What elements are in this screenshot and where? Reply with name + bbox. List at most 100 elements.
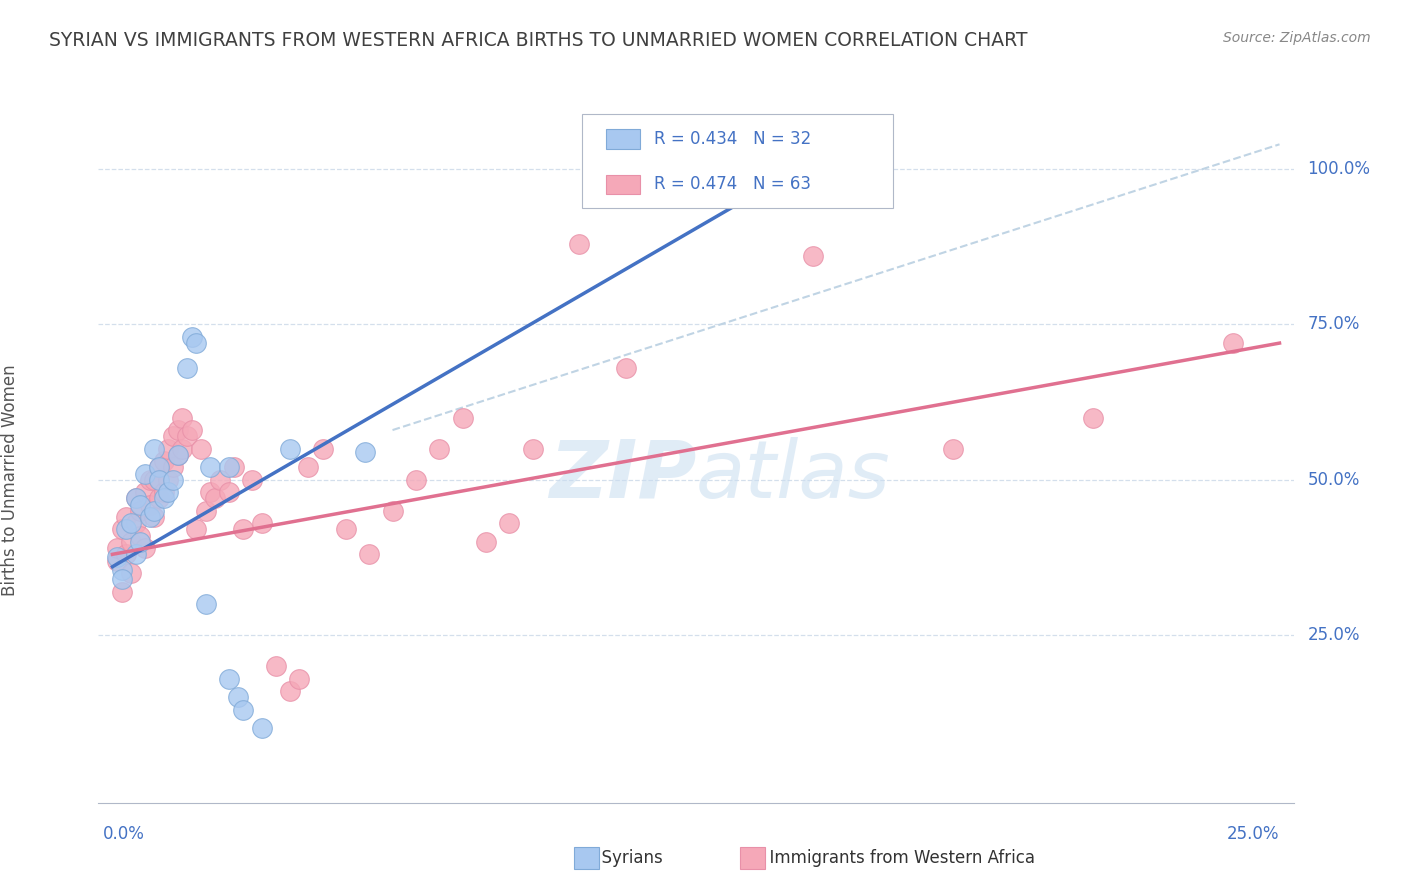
Point <box>218 485 240 500</box>
Text: 75.0%: 75.0% <box>1308 316 1360 334</box>
Point <box>166 448 188 462</box>
Point <box>186 336 208 351</box>
Point <box>139 473 162 487</box>
Point <box>162 473 184 487</box>
Point <box>148 491 170 506</box>
Text: Immigrants from Western Africa: Immigrants from Western Africa <box>759 849 1035 867</box>
Point <box>242 473 264 487</box>
Point <box>194 597 217 611</box>
Point <box>143 473 166 487</box>
Point <box>143 442 166 456</box>
Point <box>134 485 156 500</box>
Point <box>111 572 134 586</box>
Point <box>129 534 152 549</box>
Point <box>278 442 301 456</box>
Point <box>381 504 404 518</box>
Point <box>148 473 170 487</box>
Text: 0.0%: 0.0% <box>103 824 145 843</box>
Text: 100.0%: 100.0% <box>1308 161 1371 178</box>
Point <box>200 485 222 500</box>
Point <box>148 460 170 475</box>
Point <box>105 541 128 555</box>
Point <box>125 491 148 506</box>
Point <box>405 473 427 487</box>
Text: Syrians: Syrians <box>591 849 662 867</box>
Text: SYRIAN VS IMMIGRANTS FROM WESTERN AFRICA BIRTHS TO UNMARRIED WOMEN CORRELATION C: SYRIAN VS IMMIGRANTS FROM WESTERN AFRICA… <box>49 31 1028 50</box>
Point <box>176 429 198 443</box>
Point <box>143 504 166 518</box>
Point <box>129 529 152 543</box>
Point <box>105 550 128 565</box>
Text: 25.0%: 25.0% <box>1227 824 1279 843</box>
Point <box>427 442 450 456</box>
Point <box>105 553 128 567</box>
Point <box>125 516 148 531</box>
Text: R = 0.474   N = 63: R = 0.474 N = 63 <box>654 175 811 194</box>
Point <box>232 703 254 717</box>
Point <box>157 442 180 456</box>
Point <box>297 460 319 475</box>
Text: Births to Unmarried Women: Births to Unmarried Women <box>1 364 18 596</box>
Point <box>115 547 138 561</box>
Point <box>208 473 231 487</box>
Point <box>942 442 965 456</box>
Point <box>264 659 287 673</box>
Point <box>1222 336 1244 351</box>
Point <box>120 516 142 531</box>
Point <box>139 498 162 512</box>
Point <box>111 563 134 577</box>
Point <box>152 491 174 506</box>
Point <box>115 523 138 537</box>
Point <box>204 491 226 506</box>
Point <box>1081 410 1104 425</box>
Point <box>176 361 198 376</box>
FancyBboxPatch shape <box>582 114 893 208</box>
Point <box>111 523 134 537</box>
Point <box>134 467 156 481</box>
Point <box>311 442 333 456</box>
Point <box>120 534 142 549</box>
Point <box>125 547 148 561</box>
Point <box>162 460 184 475</box>
Point <box>359 547 381 561</box>
Point <box>172 410 194 425</box>
Point <box>129 498 152 512</box>
Point <box>152 454 174 468</box>
Point <box>139 510 162 524</box>
Point <box>498 516 520 531</box>
Point <box>180 423 202 437</box>
Text: atlas: atlas <box>696 437 891 515</box>
Point <box>614 361 637 376</box>
Text: 50.0%: 50.0% <box>1308 471 1360 489</box>
Point <box>166 423 188 437</box>
Point <box>200 460 222 475</box>
Point <box>111 584 134 599</box>
Point <box>353 445 375 459</box>
FancyBboxPatch shape <box>606 129 640 149</box>
Point <box>218 672 240 686</box>
Point <box>152 485 174 500</box>
Point <box>709 181 731 195</box>
Point <box>522 442 544 456</box>
Point <box>250 516 273 531</box>
Point <box>166 448 188 462</box>
Point <box>232 523 254 537</box>
Point <box>451 410 474 425</box>
FancyBboxPatch shape <box>606 175 640 194</box>
Point <box>568 236 591 251</box>
Point <box>475 534 498 549</box>
Point <box>278 684 301 698</box>
Point <box>801 249 824 263</box>
Text: 25.0%: 25.0% <box>1308 626 1360 644</box>
Point <box>129 504 152 518</box>
Point <box>125 491 148 506</box>
Point <box>186 523 208 537</box>
Point <box>194 504 217 518</box>
Point <box>190 442 212 456</box>
Point <box>250 721 273 735</box>
Point <box>172 442 194 456</box>
Point <box>335 523 357 537</box>
Point <box>218 460 240 475</box>
Point <box>162 429 184 443</box>
Point <box>157 473 180 487</box>
